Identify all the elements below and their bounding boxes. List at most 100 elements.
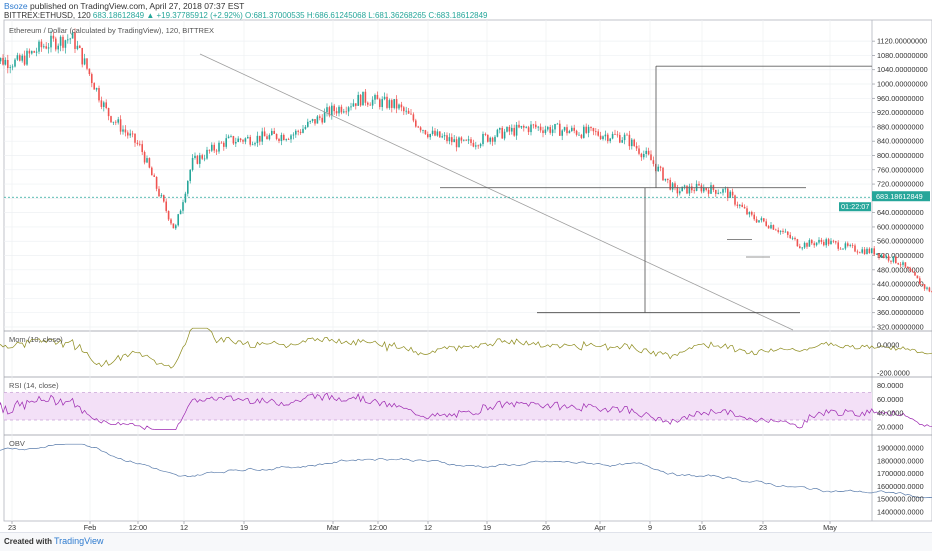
candle-body-354	[839, 248, 842, 250]
candle-body-201	[472, 142, 475, 147]
candle-body-51	[112, 121, 115, 123]
candle-body-169	[395, 99, 398, 109]
candle-body-160	[374, 94, 376, 100]
candle-body-81	[184, 193, 187, 203]
candle-body-206	[484, 133, 487, 135]
candle-body-113	[261, 131, 263, 142]
chart-canvas[interactable]: 320.00000000 360.00000000 400.00000000 440.…	[0, 0, 932, 532]
candle-body-333	[789, 234, 791, 239]
candle-body-252	[595, 131, 597, 133]
candle-body-210	[494, 136, 496, 142]
candle-body-125	[290, 135, 292, 140]
candle-body-269	[635, 145, 638, 149]
candle-body-123	[285, 139, 287, 141]
candle-body-11	[16, 55, 19, 60]
candle-body-232	[547, 127, 549, 130]
candle-body-200	[470, 139, 472, 143]
candle-body-20	[38, 41, 40, 52]
candle-body-146	[340, 106, 343, 113]
candle-body-263	[621, 140, 623, 143]
candle-body-280	[662, 167, 664, 181]
candle-body-71	[160, 195, 163, 197]
candle-body-77	[175, 225, 177, 229]
publisher-name[interactable]: Bsoze	[4, 1, 28, 11]
candle-body-377	[895, 256, 897, 264]
mom-legend[interactable]: Mom (10, close)	[9, 335, 63, 344]
candle-body-316	[748, 211, 751, 215]
candle-body-135	[314, 119, 316, 124]
candle-body-313	[741, 204, 743, 207]
last-price: 683.18612849	[92, 11, 145, 20]
candle-body-121	[280, 134, 283, 141]
candle-body-311	[736, 204, 739, 206]
candle-body-300	[710, 185, 712, 194]
candle-body-248	[585, 126, 587, 133]
candle-body-134	[311, 119, 314, 121]
candle-body-312	[739, 204, 741, 206]
candle-body-379	[899, 264, 902, 266]
candle-body-385	[914, 272, 916, 276]
candle-body-103	[237, 138, 239, 142]
candle-body-240	[566, 127, 568, 134]
candle-body-62	[139, 143, 141, 145]
candle-body-138	[321, 117, 323, 123]
candle-body-53	[117, 119, 119, 123]
candle-body-298	[705, 187, 707, 190]
candle-body-143	[333, 105, 335, 112]
candle-body-353	[837, 242, 839, 249]
candle-body-265	[626, 134, 628, 136]
candle-body-18	[33, 51, 35, 53]
candle-body-246	[580, 134, 583, 138]
price-tick-label: 1120.00000000	[877, 37, 927, 46]
price-legend[interactable]: Ethereum / Dollar (calculated by Trading…	[9, 26, 214, 35]
candle-body-139	[323, 112, 326, 123]
candle-body-361	[856, 251, 859, 253]
candle-body-133	[309, 120, 311, 122]
price-tick-label: 600.00000000	[877, 222, 924, 231]
candle-body-186	[436, 131, 439, 136]
footer: Created with TradingView	[0, 532, 932, 551]
candle-body-266	[628, 134, 631, 147]
mom-tick-label: -200.0000	[877, 369, 910, 378]
candle-body-122	[283, 134, 285, 141]
countdown-tag	[839, 202, 871, 212]
candle-body-61	[136, 142, 139, 144]
candle-body-4	[0, 57, 2, 62]
tradingview-logo[interactable]: TradingView	[54, 536, 104, 546]
candle-body-276	[652, 160, 655, 164]
candle-body-254	[599, 135, 602, 139]
candle-body-290	[686, 185, 688, 194]
candle-body-205	[482, 133, 484, 145]
candle-body-346	[820, 239, 823, 242]
candle-body-256	[604, 134, 607, 137]
candle-body-362	[859, 252, 861, 254]
candle-body-267	[631, 139, 633, 147]
candle-body-136	[316, 116, 319, 124]
candle-body-67	[151, 167, 153, 176]
obv-tick-label: 1400000.0000	[877, 508, 924, 517]
candle-body-342	[811, 240, 813, 244]
candle-body-215	[506, 127, 508, 132]
candle-body-383	[909, 268, 911, 272]
candle-body-6	[4, 60, 7, 65]
candle-body-364	[863, 249, 866, 255]
candle-body-72	[163, 195, 165, 202]
candle-body-129	[299, 131, 302, 133]
x-tick-label: 12:00	[369, 523, 387, 532]
candle-body-324	[767, 225, 770, 229]
price-tick-label: 480.00000000	[877, 265, 924, 274]
low-value: L:681.36268265	[368, 11, 427, 20]
candle-body-360	[854, 245, 856, 252]
x-tick-label: Feb	[84, 523, 97, 532]
candle-body-241	[568, 130, 571, 134]
candle-body-223	[525, 127, 527, 129]
candle-body-339	[803, 242, 806, 248]
rsi-legend[interactable]: RSI (14, close)	[9, 381, 59, 390]
candle-body-21	[40, 41, 43, 48]
obv-legend[interactable]: OBV	[9, 439, 25, 448]
candle-body-296	[700, 185, 703, 192]
candle-body-262	[619, 134, 621, 143]
price-tick-label: 440.00000000	[877, 280, 924, 289]
x-tick-label: 16	[698, 523, 706, 532]
candle-body-365	[866, 248, 868, 255]
